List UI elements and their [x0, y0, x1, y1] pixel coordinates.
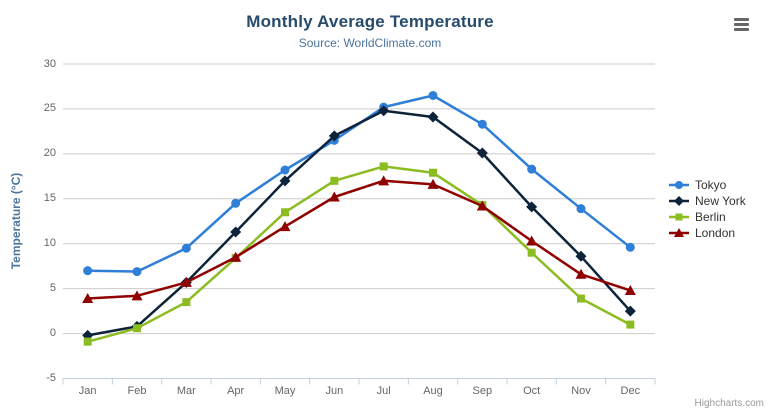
- y-axis-tick-label: 30: [43, 57, 56, 70]
- legend-label: Tokyo: [695, 178, 727, 192]
- x-axis-category-label: Dec: [620, 385, 641, 397]
- hamburger-icon: [734, 18, 749, 21]
- y-axis-tick-label: 20: [43, 147, 56, 160]
- legend-item-new-york[interactable]: New York: [668, 193, 746, 209]
- series-new-york[interactable]: [82, 105, 636, 341]
- chart-subtitle: Source: WorldClimate.com: [298, 36, 442, 50]
- legend-label: New York: [695, 194, 746, 208]
- legend: Tokyo New York Berlin London: [668, 177, 746, 241]
- triangle-marker-icon: [669, 228, 689, 237]
- y-axis-title: Temperature (°C): [9, 172, 23, 270]
- credits-link[interactable]: Highcharts.com: [694, 398, 764, 409]
- series-berlin[interactable]: [83, 162, 635, 346]
- diamond-marker-icon: [669, 196, 689, 206]
- x-axis-category-label: Jan: [78, 385, 97, 397]
- y-axis-tick-label: 10: [43, 237, 56, 250]
- legend-item-berlin[interactable]: Berlin: [668, 209, 746, 225]
- legend-label: London: [695, 226, 736, 240]
- legend-item-tokyo[interactable]: Tokyo: [668, 177, 746, 193]
- hamburger-icon: [734, 28, 749, 31]
- x-axis-category-label: Jun: [325, 385, 344, 397]
- chart-title: Monthly Average Temperature: [246, 12, 494, 31]
- series-tokyo[interactable]: [83, 90, 635, 277]
- hamburger-icon: [734, 23, 749, 26]
- x-axis-category-label: May: [274, 385, 296, 397]
- x-axis-category-label: Feb: [127, 385, 147, 397]
- x-axis-category-label: Apr: [227, 385, 245, 397]
- series-london[interactable]: [82, 175, 636, 304]
- x-axis-category-label: Aug: [423, 385, 443, 397]
- y-axis-tick-label: -5: [46, 372, 56, 384]
- y-axis-tick-label: 15: [43, 192, 56, 205]
- circle-marker-icon: [669, 181, 689, 189]
- export-menu-button[interactable]: [732, 16, 753, 35]
- legend-label: Berlin: [695, 210, 726, 224]
- legend-item-london[interactable]: London: [668, 225, 746, 241]
- x-axis-category-label: Nov: [571, 385, 591, 397]
- x-axis-category-label: Jul: [376, 385, 391, 397]
- y-axis-tick-label: 5: [49, 282, 56, 295]
- square-marker-icon: [669, 213, 689, 221]
- y-axis-tick-label: 0: [49, 327, 56, 340]
- x-axis-category-label: Mar: [176, 385, 196, 397]
- y-axis-tick-label: 25: [43, 102, 56, 115]
- x-axis-category-label: Sep: [472, 385, 493, 397]
- x-axis-category-label: Oct: [523, 385, 541, 397]
